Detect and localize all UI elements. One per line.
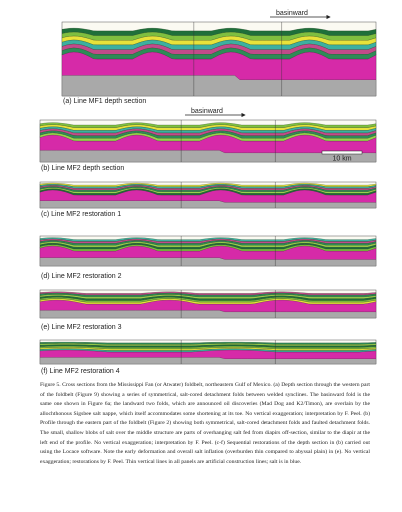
caption: Figure 5. Cross sections from the Missis…	[40, 382, 370, 465]
figure: (a) Line MF1 depth section basinward (b) L…	[39, 10, 377, 375]
sediment-layer	[39, 244, 377, 252]
sediment-layer	[61, 47, 377, 60]
sediment-layer	[39, 298, 377, 305]
panel-label: (a) Line MF1 depth section	[63, 98, 146, 105]
sediment-layer	[39, 188, 377, 196]
scale-label: 10 km	[332, 155, 351, 162]
arrow-label: basinward	[276, 10, 308, 17]
arrow-label: basinward	[191, 108, 223, 115]
scale-bar	[321, 150, 363, 155]
sediment-layer	[39, 348, 377, 353]
sediment-layer	[39, 132, 377, 142]
panel-label: (b) Line MF2 depth section	[41, 165, 124, 172]
panel-label: (e) Line MF2 restoration 3	[41, 324, 122, 331]
panel-label: (f) Line MF2 restoration 4	[41, 368, 120, 375]
panel-label: (d) Line MF2 restoration 2	[41, 273, 122, 280]
panel-label: (c) Line MF2 restoration 1	[41, 211, 121, 218]
